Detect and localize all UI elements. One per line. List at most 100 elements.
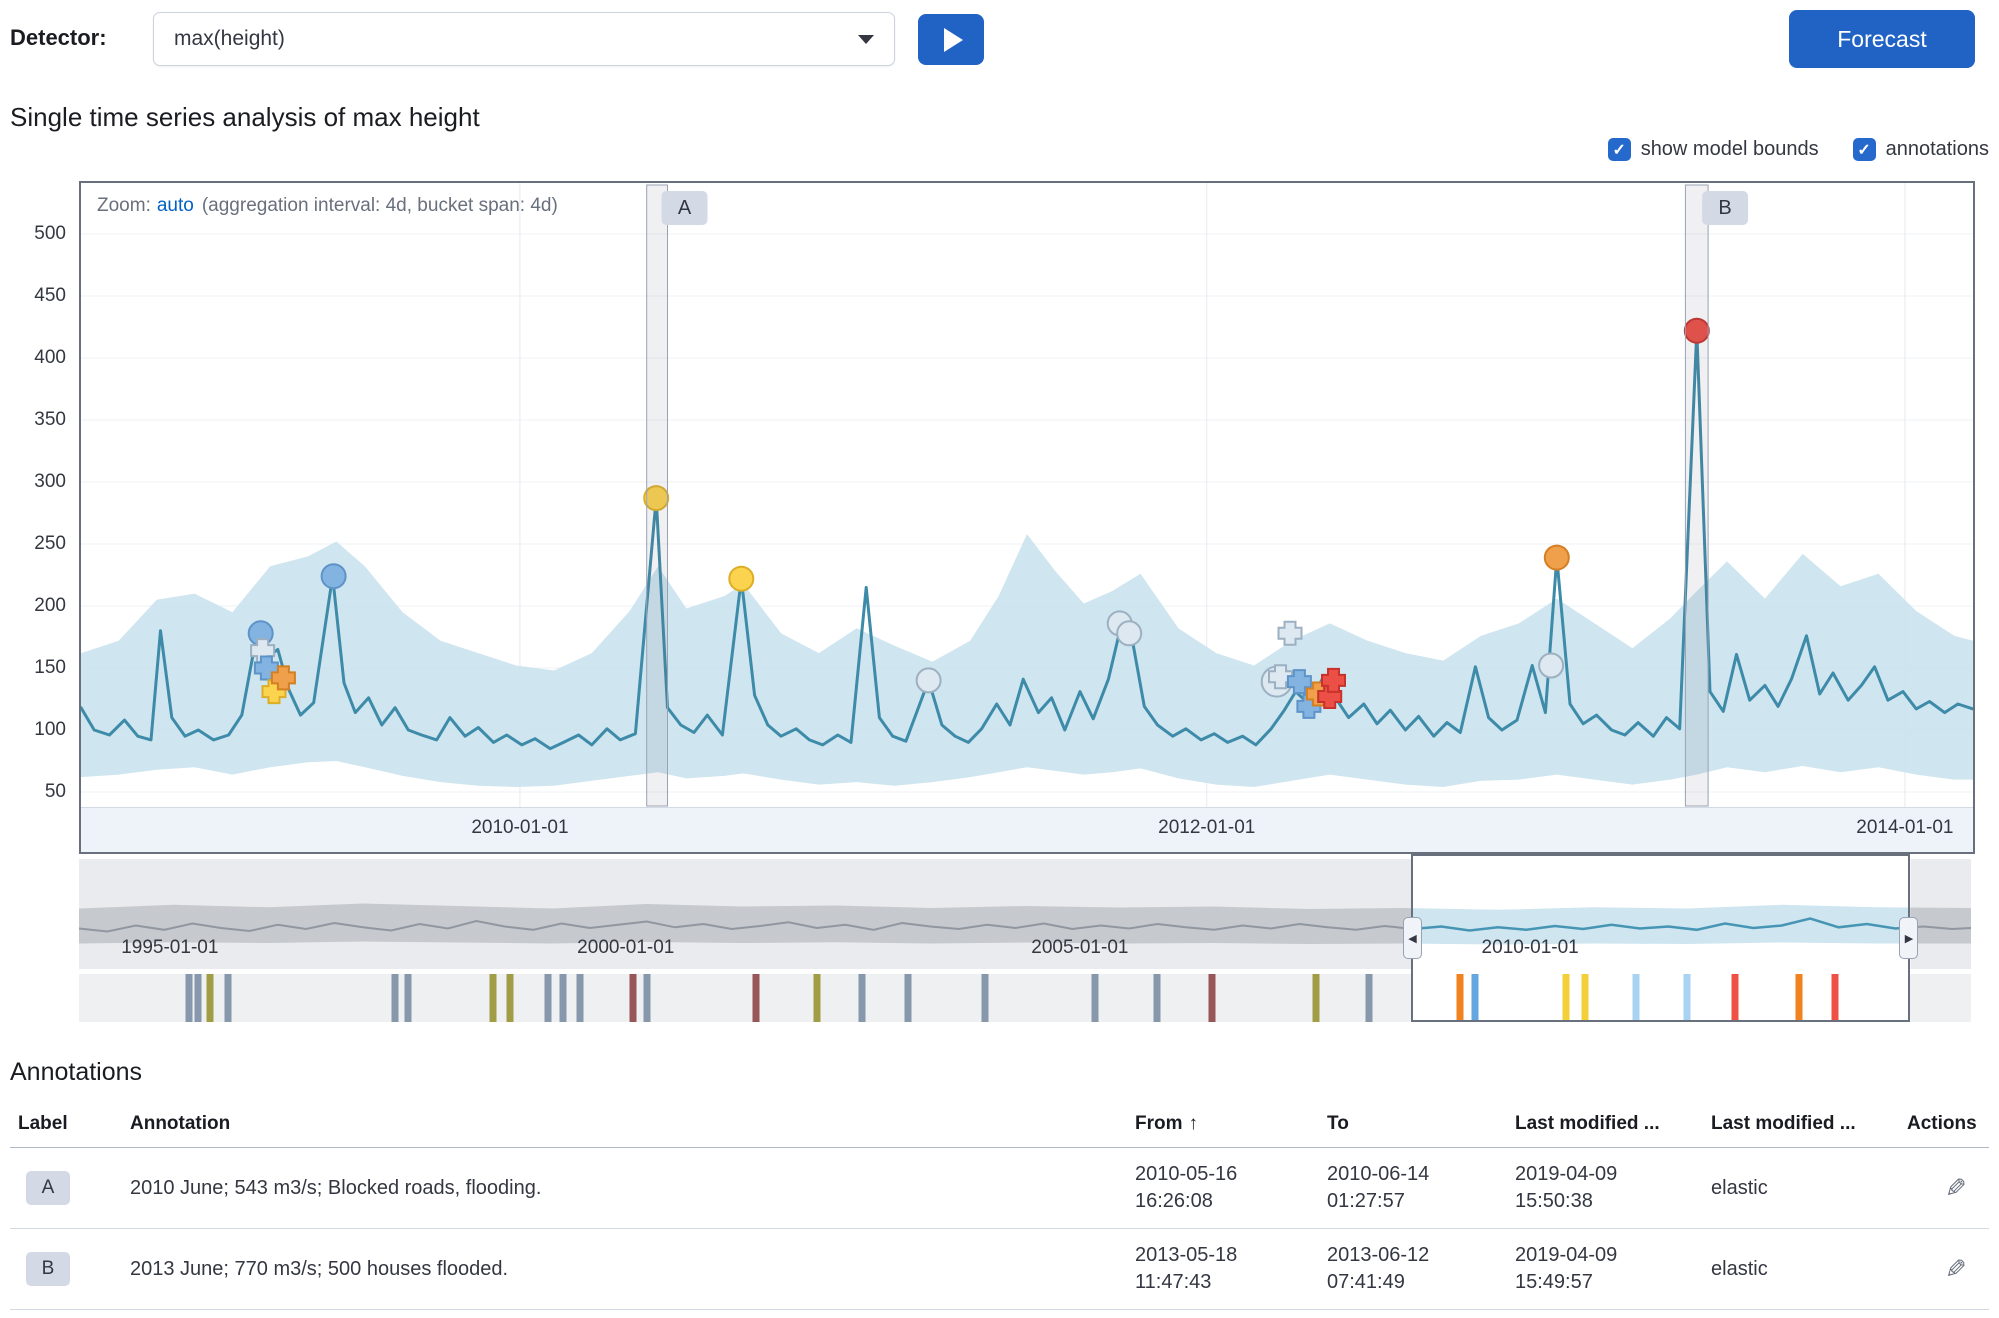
from-datetime: 2013-05-18 11:47:43	[1135, 1244, 1238, 1293]
y-axis-tick-label: 250	[34, 533, 66, 554]
y-axis-tick-label: 500	[34, 223, 66, 244]
forecast-button-label: Forecast	[1837, 25, 1927, 52]
model-bounds-area	[81, 534, 1973, 787]
annotation-text: 2010 June; 543 m3/s; Blocked roads, floo…	[130, 1176, 542, 1199]
multi-bucket-marker[interactable]	[1268, 664, 1293, 690]
to-datetime: 2010-06-14 01:27:57	[1327, 1163, 1430, 1212]
table-row: B 2013 June; 770 m3/s; 500 houses floode…	[10, 1229, 1989, 1310]
anomaly-marker[interactable]	[915, 667, 942, 694]
show-model-bounds-checkbox[interactable]: ✓ show model bounds	[1607, 138, 1819, 161]
header-actions: Actions	[1907, 1113, 1977, 1134]
anomaly-marker[interactable]	[1116, 620, 1143, 647]
anomaly-marker[interactable]	[1683, 317, 1710, 344]
forecast-button[interactable]: Forecast	[1789, 10, 1975, 68]
swimlane-anomaly-bar	[1632, 974, 1640, 1022]
y-axis-tick-label: 200	[34, 595, 66, 616]
chart-options: ✓ show model bounds ✓ annotations	[1607, 138, 1989, 161]
anomaly-marker[interactable]	[1543, 544, 1570, 571]
play-icon	[944, 27, 963, 52]
to-datetime: 2013-06-12 07:41:49	[1327, 1244, 1430, 1293]
swimlane-anomaly-bar	[1562, 974, 1570, 1022]
last-modified-datetime: 2019-04-09 15:49:57	[1515, 1244, 1618, 1293]
main-chart-panel: Zoom: auto (aggregation interval: 4d, buck…	[79, 181, 1975, 854]
anomaly-marker[interactable]	[1538, 652, 1565, 679]
annotation-band[interactable]	[1684, 184, 1709, 807]
annotations-table-header: Label Annotation From ↑ To Last modified …	[10, 1105, 1989, 1148]
check-icon: ✓	[1857, 141, 1871, 159]
swimlane-anomaly-bar	[1795, 974, 1803, 1022]
annotation-badge[interactable]: A	[661, 191, 708, 225]
swimlane-unselected-mask	[1910, 974, 1971, 1022]
zoom-detail: (aggregation interval: 4d, bucket span: …	[201, 195, 558, 216]
swimlane-anomaly-bar	[1091, 974, 1099, 1022]
metric-line	[81, 329, 1973, 751]
swimlane-anomaly-bar	[1312, 974, 1320, 1022]
annotations-checkbox[interactable]: ✓ annotations	[1852, 138, 1989, 161]
chevron-down-icon	[858, 34, 874, 44]
swimlane-anomaly-bar	[185, 974, 193, 1022]
last-modified-by: elastic	[1711, 1257, 1768, 1280]
header-from[interactable]: From ↑	[1135, 1113, 1198, 1134]
show-model-bounds-label: show model bounds	[1640, 138, 1819, 160]
x-axis-tick-label: 2014-01-01	[1856, 817, 1954, 838]
check-icon: ✓	[1612, 141, 1626, 159]
anomaly-swimlane	[79, 974, 1971, 1022]
x-axis-tick-label: 2010-01-01	[471, 817, 569, 838]
annotation-band[interactable]	[646, 184, 669, 807]
swimlane-anomaly-bar	[1208, 974, 1216, 1022]
selection-handle-left[interactable]: ◀	[1402, 917, 1422, 959]
y-axis-tick-label: 50	[44, 781, 66, 802]
arrow-right-icon: ▶	[1904, 932, 1914, 945]
annotation-label-badge: B	[26, 1252, 70, 1286]
swimlane-anomaly-bar	[1581, 974, 1589, 1022]
context-x-tick-label: 2000-01-01	[577, 937, 675, 958]
header-last-modified-by[interactable]: Last modified ...	[1711, 1113, 1856, 1134]
annotation-label-badge: A	[26, 1171, 70, 1205]
context-chart-panel: 1995-01-01 2000-01-01 2005-01-01 2010-01-01	[79, 859, 1971, 1022]
header-to[interactable]: To	[1327, 1113, 1349, 1134]
anomaly-marker[interactable]	[320, 563, 347, 590]
swimlane-anomaly-bar	[981, 974, 989, 1022]
annotations-section: Annotations Label Annotation From ↑ To La…	[10, 1058, 1989, 1310]
y-axis-tick-label: 100	[34, 719, 66, 740]
swimlane-anomaly-bar	[904, 974, 912, 1022]
checkbox-checked-icon: ✓	[1607, 138, 1631, 161]
svg-text:B: B	[1718, 197, 1731, 219]
arrow-left-icon: ◀	[1408, 932, 1417, 945]
edit-annotation-icon[interactable]: ✎	[1945, 1253, 1967, 1284]
swimlane-anomaly-bar	[576, 974, 584, 1022]
swimlane-anomaly-bar	[1831, 974, 1839, 1022]
header-last-modified-date[interactable]: Last modified ...	[1515, 1113, 1660, 1134]
multi-bucket-marker[interactable]	[270, 665, 296, 691]
play-button[interactable]	[918, 14, 984, 65]
y-axis-tick-label: 450	[34, 285, 66, 306]
detector-select[interactable]: max(height)	[153, 12, 895, 66]
swimlane-anomaly-bar	[506, 974, 514, 1022]
anomaly-marker[interactable]	[728, 565, 755, 592]
header-annotation: Annotation	[130, 1113, 231, 1134]
multi-bucket-marker[interactable]	[1286, 669, 1312, 695]
checkbox-checked-icon: ✓	[1852, 138, 1876, 161]
context-x-tick-label: 2010-01-01	[1481, 937, 1579, 958]
zoom-auto-link[interactable]: auto	[156, 195, 194, 216]
swimlane-anomaly-bar	[629, 974, 637, 1022]
last-modified-datetime: 2019-04-09 15:50:38	[1515, 1163, 1618, 1212]
anomaly-marker[interactable]	[643, 485, 670, 512]
multi-bucket-marker[interactable]	[1321, 667, 1346, 693]
selection-handle-right[interactable]: ▶	[1899, 917, 1919, 959]
page-title: Single time series analysis of max heigh…	[10, 102, 480, 132]
y-axis-tick-label: 400	[34, 347, 66, 368]
selection-window[interactable]: ◀ ▶	[1402, 854, 1919, 1022]
annotations-table: Label Annotation From ↑ To Last modified …	[10, 1105, 1989, 1310]
swimlane-anomaly-bar	[1153, 974, 1161, 1022]
swimlane-unselected-mask	[79, 974, 1411, 1022]
swimlane-anomaly-bar	[1471, 974, 1479, 1022]
table-row: A 2010 June; 543 m3/s; Blocked roads, fl…	[10, 1148, 1989, 1229]
context-chart[interactable]	[79, 859, 1971, 969]
multi-bucket-marker[interactable]	[1277, 620, 1303, 646]
y-axis: 500 450 400 350 300 250 200 150 100 50	[0, 0, 70, 900]
swimlane-anomaly-bar	[1456, 974, 1464, 1022]
annotation-badge[interactable]: B	[1702, 191, 1749, 225]
edit-annotation-icon[interactable]: ✎	[1945, 1172, 1967, 1203]
